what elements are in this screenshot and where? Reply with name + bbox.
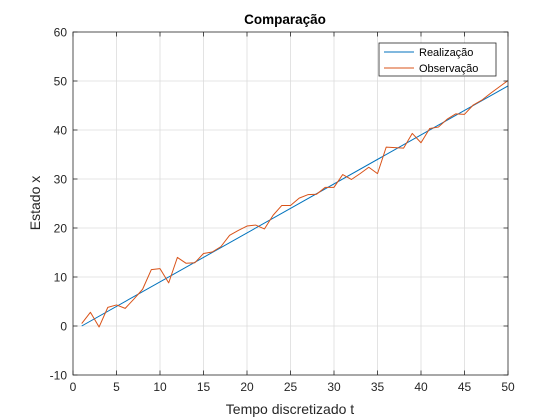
series-line-observacao [81,80,509,328]
x-axis-label: Tempo discretizado t [226,401,355,417]
gridlines [73,32,508,375]
x-tick-label: 10 [153,380,167,394]
x-tick-label: 15 [197,380,211,394]
y-tick-label: 60 [54,26,68,40]
y-tick-label: 30 [54,173,68,187]
y-tick-label: 40 [54,124,68,138]
axis-ticks [72,31,509,376]
y-tick-label: -10 [50,369,68,383]
x-tick-label: 20 [240,380,254,394]
x-tick-label: 35 [371,380,385,394]
chart-title: Comparação [244,12,326,27]
x-tick-label: 30 [327,380,341,394]
y-tick-label: 0 [60,320,67,334]
y-tick-label: 20 [54,222,68,236]
x-tick-label: 50 [501,380,515,394]
legend-label-observacao: Observação [419,63,478,75]
y-tick-label: 50 [54,75,68,89]
y-axis-label: Estado x [27,176,43,230]
legend: Realização Observação [378,42,497,77]
legend-box [378,42,497,77]
x-tick-label: 45 [458,380,472,394]
x-tick-label: 40 [414,380,428,394]
x-tick-label: 25 [284,380,298,394]
series-layer [81,80,509,328]
series-line-realizacao [81,85,509,327]
x-tick-label: 5 [113,380,120,394]
legend-label-realizacao: Realização [419,47,473,59]
x-tick-label: 0 [70,380,77,394]
y-tick-label: 10 [54,271,68,285]
